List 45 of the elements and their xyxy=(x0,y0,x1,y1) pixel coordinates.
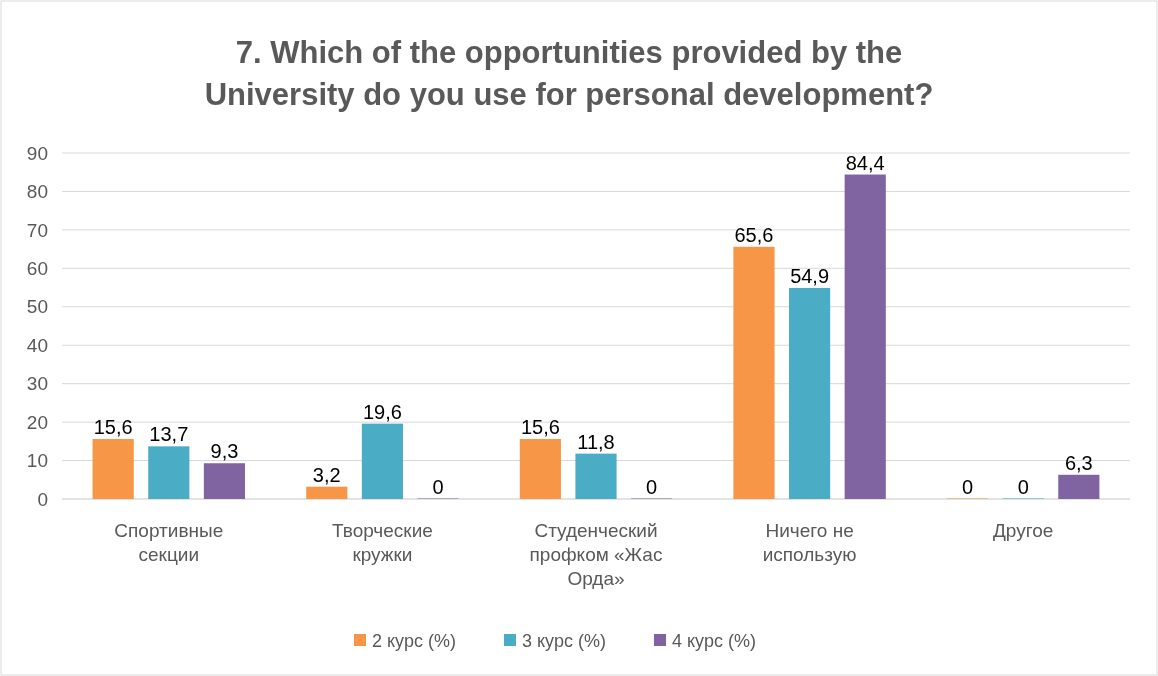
x-tick-label: Другое xyxy=(993,520,1054,541)
legend-label: 4 курс (%) xyxy=(672,631,756,652)
y-tick-label: 10 xyxy=(26,450,48,472)
bar xyxy=(1058,474,1100,499)
data-label: 3,2 xyxy=(312,463,341,486)
chart-title: 7. Which of the opportunities provided by the University do you use for personal development? xyxy=(204,35,934,112)
data-label: 15,6 xyxy=(520,416,560,439)
legend-label: 3 курс (%) xyxy=(522,631,606,652)
bar xyxy=(733,246,775,499)
x-tick-label: Студенческий профком «Жас Орда» xyxy=(529,520,663,589)
legend-label: 2 курс (%) xyxy=(372,631,456,652)
bar xyxy=(789,287,831,499)
data-label: 84,4 xyxy=(845,151,885,174)
y-tick-label: 20 xyxy=(26,411,48,433)
bar xyxy=(306,486,348,499)
x-tick-label: Ничего не использую xyxy=(762,520,857,565)
bar xyxy=(361,423,403,499)
y-tick-label: 0 xyxy=(37,488,48,510)
data-label: 0 xyxy=(432,476,444,498)
data-label: 6,3 xyxy=(1064,451,1093,474)
bar xyxy=(519,439,561,499)
data-label: 15,6 xyxy=(93,416,133,439)
data-label: 0 xyxy=(1017,476,1029,498)
data-label: 0 xyxy=(962,476,974,498)
data-label: 0 xyxy=(646,476,658,498)
bar xyxy=(844,174,886,499)
bar xyxy=(148,446,190,499)
y-tick-label: 70 xyxy=(26,219,48,241)
data-label: 19,6 xyxy=(362,400,402,423)
data-label: 54,9 xyxy=(790,264,830,287)
y-tick-label: 80 xyxy=(26,181,48,203)
y-tick-label: 50 xyxy=(26,296,48,318)
data-label: 9,3 xyxy=(210,440,239,463)
y-tick-label: 90 xyxy=(26,142,48,164)
bar xyxy=(203,463,246,499)
y-tick-label: 30 xyxy=(26,373,48,395)
y-tick-label: 40 xyxy=(26,334,48,356)
data-label: 11,8 xyxy=(577,430,615,453)
y-tick-label: 60 xyxy=(26,257,48,279)
bar xyxy=(92,439,134,499)
data-label: 65,6 xyxy=(734,223,774,246)
data-label: 13,7 xyxy=(149,423,189,446)
x-tick-label: Творческие кружки xyxy=(331,520,433,565)
bar xyxy=(575,453,617,499)
x-tick-label: Спортивные секции xyxy=(114,520,224,565)
